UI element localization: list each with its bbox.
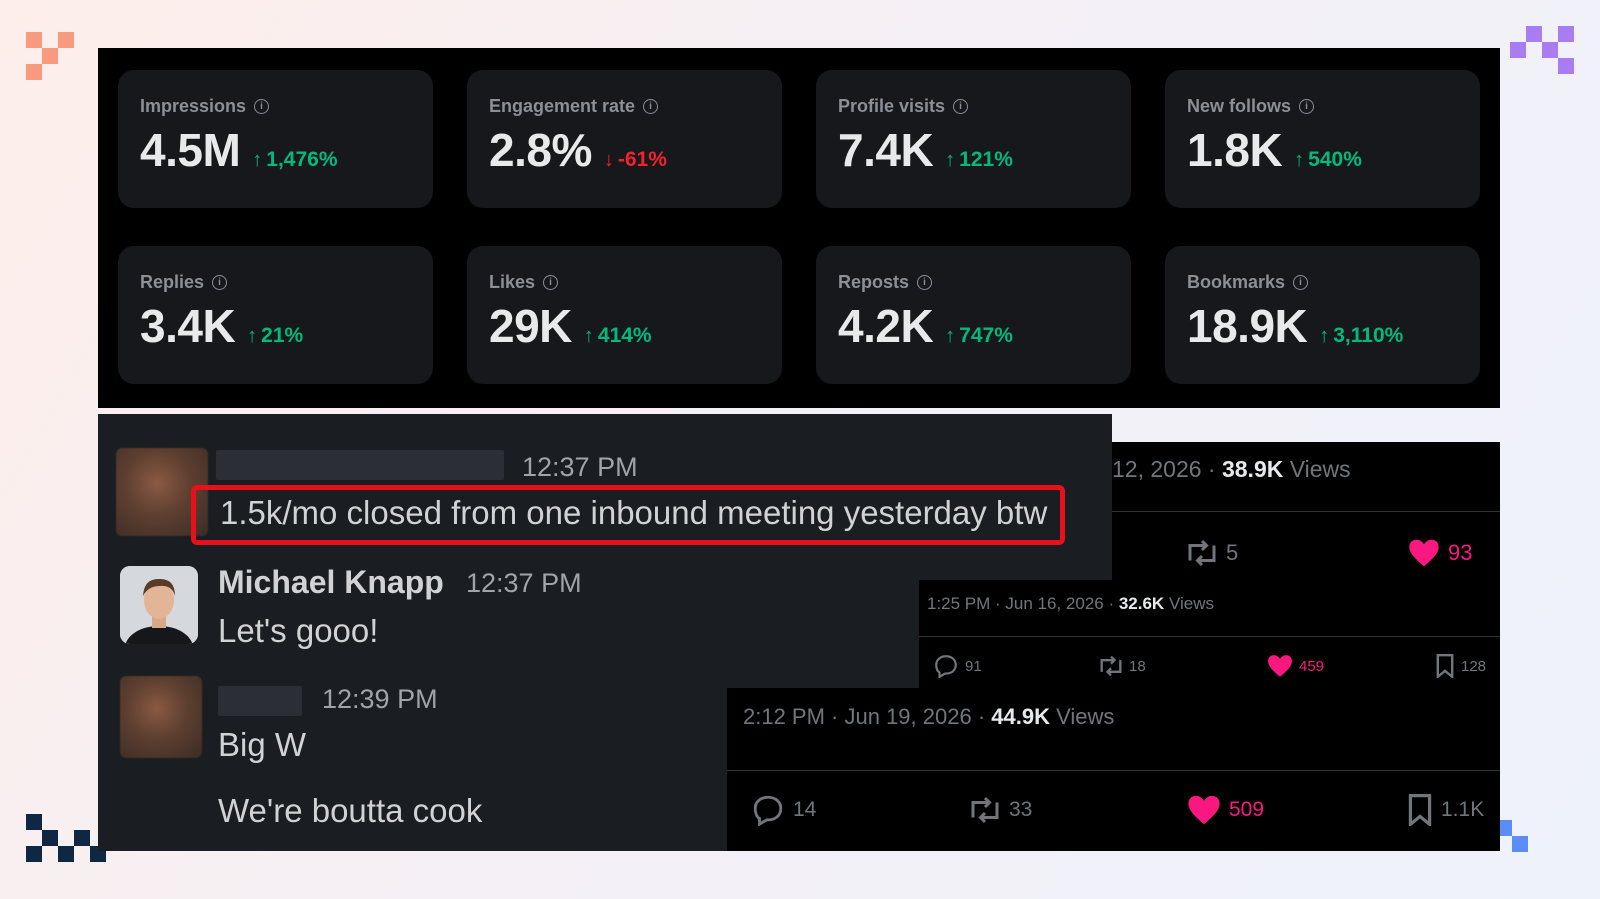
arrow-up-icon: ↑ bbox=[945, 149, 956, 171]
tweet-meta: 2:12 PM · Jun 19, 2026 · 44.9K Views bbox=[743, 704, 1115, 729]
repost-button[interactable]: 18 bbox=[1097, 654, 1146, 678]
arrow-up-icon: ↑ bbox=[252, 149, 263, 171]
arrow-up-icon: ↑ bbox=[247, 325, 258, 347]
stat-label: Profile visits bbox=[838, 96, 946, 116]
stat-value: 7.4K bbox=[838, 124, 934, 176]
stat-label: New follows bbox=[1187, 96, 1292, 116]
like-button[interactable]: 93 bbox=[1408, 538, 1472, 568]
info-icon[interactable]: i bbox=[953, 99, 969, 114]
repost-icon bbox=[1188, 539, 1216, 567]
stat-value: 2.8% bbox=[489, 124, 592, 176]
stat-value: 29K bbox=[489, 300, 572, 352]
arrow-up-icon: ↑ bbox=[1319, 325, 1330, 347]
sender-name-redacted bbox=[218, 686, 302, 716]
stat-card-likes[interactable]: Likes i 29K ↑ 414% bbox=[467, 246, 782, 384]
reply-button[interactable]: 14 bbox=[751, 794, 816, 826]
avatar-blurred bbox=[120, 676, 202, 758]
divider bbox=[1112, 511, 1500, 512]
repost-button[interactable]: 5 bbox=[1184, 538, 1238, 568]
repost-icon bbox=[971, 796, 999, 824]
stat-change: ↑ 121% bbox=[945, 148, 1013, 171]
info-icon[interactable]: i bbox=[643, 99, 659, 114]
avatar[interactable] bbox=[120, 566, 198, 644]
message-timestamp: 12:39 PM bbox=[322, 684, 438, 714]
heart-icon bbox=[1188, 795, 1220, 825]
info-icon[interactable]: i bbox=[917, 275, 933, 290]
repost-button[interactable]: 33 bbox=[967, 794, 1032, 826]
stat-card-bookmarks[interactable]: Bookmarks i 18.9K ↑ 3,110% bbox=[1165, 246, 1480, 384]
message-timestamp: 12:37 PM bbox=[466, 568, 582, 598]
stat-change: ↑ 21% bbox=[247, 324, 304, 347]
info-icon[interactable]: i bbox=[1299, 99, 1315, 114]
stat-card-replies[interactable]: Replies i 3.4K ↑ 21% bbox=[118, 246, 433, 384]
reply-button[interactable]: 91 bbox=[933, 654, 982, 678]
highlight-box bbox=[191, 485, 1065, 545]
analytics-stats-panel: Impressions i 4.5M ↑ 1,476% Engagement rate… bbox=[98, 48, 1500, 408]
tweet-fragment-2: 1:25 PM · Jun 16, 2026 · 32.6K Views 91 … bbox=[919, 580, 1500, 690]
stat-value: 3.4K bbox=[140, 300, 236, 352]
stat-value: 1.8K bbox=[1187, 124, 1283, 176]
stat-card-reposts[interactable]: Reposts i 4.2K ↑ 747% bbox=[816, 246, 1131, 384]
repost-icon bbox=[1100, 655, 1122, 677]
bookmark-icon bbox=[1408, 794, 1432, 826]
message-text: 1.5k/mo closed from one inbound meeting … bbox=[220, 494, 1048, 531]
message-timestamp: 12:37 PM bbox=[522, 452, 638, 482]
sender-name[interactable]: Michael Knapp bbox=[218, 564, 444, 600]
stat-label: Reposts bbox=[838, 272, 910, 292]
stat-change: ↑ 3,110% bbox=[1319, 324, 1404, 347]
arrow-up-icon: ↑ bbox=[583, 325, 594, 347]
arrow-up-icon: ↑ bbox=[1294, 149, 1305, 171]
divider bbox=[919, 636, 1500, 637]
tweet-fragment-1: 12, 2026 · 38.9K Views 5 93 bbox=[1112, 442, 1500, 582]
tweet-meta: 12, 2026 · 38.9K Views bbox=[1112, 456, 1351, 482]
info-icon[interactable]: i bbox=[543, 275, 559, 290]
stat-card-new-follows[interactable]: New follows i 1.8K ↑ 540% bbox=[1165, 70, 1480, 208]
stat-change: ↑ 540% bbox=[1294, 148, 1362, 171]
heart-icon bbox=[1409, 539, 1439, 567]
message-text: Let's gooo! bbox=[218, 612, 379, 649]
message-text: Big W bbox=[218, 726, 307, 763]
stat-label: Impressions bbox=[140, 96, 247, 116]
stat-value: 18.9K bbox=[1187, 300, 1308, 352]
bookmark-button[interactable]: 128 bbox=[1435, 654, 1486, 678]
heart-icon bbox=[1268, 655, 1292, 677]
stat-label: Replies bbox=[140, 272, 205, 292]
stat-label: Bookmarks bbox=[1187, 272, 1286, 292]
reply-icon bbox=[753, 795, 783, 826]
bookmark-button[interactable]: 1.1K bbox=[1407, 794, 1484, 826]
tweet-meta: 1:25 PM · Jun 16, 2026 · 32.6K Views bbox=[927, 594, 1214, 613]
stat-label: Likes bbox=[489, 272, 536, 292]
stat-value: 4.2K bbox=[838, 300, 934, 352]
divider bbox=[727, 770, 1500, 771]
stat-card-engagement-rate[interactable]: Engagement rate i 2.8% ↓ -61% bbox=[467, 70, 782, 208]
info-icon[interactable]: i bbox=[212, 275, 228, 290]
stat-change: ↓ -61% bbox=[603, 148, 667, 171]
info-icon[interactable]: i bbox=[254, 99, 270, 114]
stat-label: Engagement rate bbox=[489, 96, 636, 116]
stat-card-profile-visits[interactable]: Profile visits i 7.4K ↑ 121% bbox=[816, 70, 1131, 208]
stat-change: ↑ 747% bbox=[945, 324, 1013, 347]
stat-value: 4.5M bbox=[140, 124, 241, 176]
arrow-up-icon: ↑ bbox=[945, 325, 956, 347]
like-button[interactable]: 459 bbox=[1267, 654, 1324, 678]
stat-card-impressions[interactable]: Impressions i 4.5M ↑ 1,476% bbox=[118, 70, 433, 208]
arrow-down-icon: ↓ bbox=[603, 149, 614, 171]
stat-change: ↑ 414% bbox=[583, 324, 652, 347]
message-text: We're boutta cook bbox=[218, 792, 483, 829]
tweet-fragment-3: 2:12 PM · Jun 19, 2026 · 44.9K Views 14 … bbox=[727, 688, 1500, 851]
stat-change: ↑ 1,476% bbox=[252, 148, 338, 171]
like-button[interactable]: 509 bbox=[1187, 794, 1264, 826]
reply-icon bbox=[935, 655, 957, 678]
sender-name-redacted bbox=[216, 450, 504, 480]
bookmark-icon bbox=[1436, 654, 1454, 678]
info-icon[interactable]: i bbox=[1293, 275, 1309, 290]
